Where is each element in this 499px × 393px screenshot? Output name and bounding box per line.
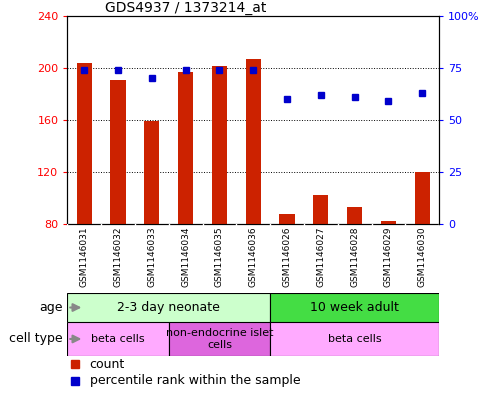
- Text: beta cells: beta cells: [328, 334, 381, 344]
- Bar: [313, 195, 328, 224]
- Bar: [169, 322, 270, 356]
- Text: cell type: cell type: [9, 332, 62, 345]
- Text: GSM1146031: GSM1146031: [80, 226, 89, 287]
- Text: age: age: [39, 301, 62, 314]
- Bar: [347, 207, 362, 224]
- Text: count: count: [90, 358, 125, 371]
- Bar: [415, 172, 430, 224]
- Text: GSM1146036: GSM1146036: [249, 226, 258, 287]
- Text: 2-3 day neonate: 2-3 day neonate: [117, 301, 220, 314]
- Text: non-endocrine islet
cells: non-endocrine islet cells: [166, 328, 273, 350]
- Bar: [246, 59, 261, 224]
- Text: GSM1146034: GSM1146034: [181, 226, 190, 286]
- Text: GSM1146030: GSM1146030: [418, 226, 427, 287]
- Bar: [110, 79, 126, 224]
- Text: GSM1146033: GSM1146033: [147, 226, 156, 287]
- Bar: [381, 221, 396, 224]
- Text: GSM1146026: GSM1146026: [282, 226, 291, 286]
- Text: GSM1146035: GSM1146035: [215, 226, 224, 287]
- Bar: [212, 66, 227, 224]
- Bar: [270, 322, 439, 356]
- Bar: [77, 62, 92, 224]
- Text: 10 week adult: 10 week adult: [310, 301, 399, 314]
- Text: GSM1146032: GSM1146032: [114, 226, 123, 286]
- Text: GSM1146028: GSM1146028: [350, 226, 359, 286]
- Bar: [144, 121, 160, 224]
- Bar: [178, 72, 193, 224]
- Bar: [67, 293, 270, 322]
- Bar: [279, 213, 294, 224]
- Bar: [270, 293, 439, 322]
- Text: percentile rank within the sample: percentile rank within the sample: [90, 374, 300, 387]
- Text: GSM1146029: GSM1146029: [384, 226, 393, 286]
- Text: GSM1146027: GSM1146027: [316, 226, 325, 286]
- Text: GDS4937 / 1373214_at: GDS4937 / 1373214_at: [105, 1, 266, 15]
- Text: beta cells: beta cells: [91, 334, 145, 344]
- Bar: [67, 322, 169, 356]
